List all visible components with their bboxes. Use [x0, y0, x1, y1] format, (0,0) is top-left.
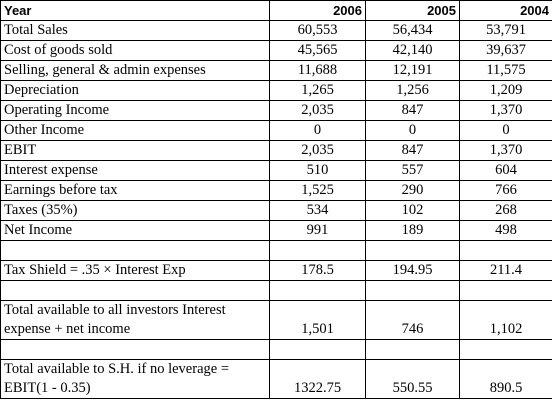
cell-2004: 11,575 — [459, 60, 552, 81]
table-row: Earnings before tax 1,525 290 766 — [0, 180, 552, 201]
row-label: EBIT — [0, 140, 270, 161]
empty-cell — [0, 280, 270, 301]
cell-2006: 510 — [269, 160, 366, 181]
header-row: Year 2006 2005 2004 — [0, 0, 552, 21]
table-row: Interest expense 510 557 604 — [0, 160, 552, 181]
cell-2006: 991 — [269, 220, 366, 241]
row-label: Taxes (35%) — [0, 200, 270, 221]
table-row: Selling, general & admin expenses 11,688… — [0, 60, 552, 81]
row-label: Tax Shield = .35 × Interest Exp — [0, 260, 270, 281]
spacer-row — [0, 280, 552, 301]
cell-2004: 268 — [459, 200, 552, 221]
empty-cell — [0, 240, 270, 261]
table-row: Net Income 991 189 498 — [0, 220, 552, 241]
cell-2006: 534 — [269, 200, 366, 221]
cell-2006: 60,553 — [269, 20, 366, 41]
cell-2004: 1,209 — [459, 80, 552, 101]
spacer-row — [0, 240, 552, 261]
cell-2004: 39,637 — [459, 40, 552, 61]
row-label: Selling, general & admin expenses — [0, 60, 270, 81]
row-label: Total available to all investors Interes… — [0, 300, 270, 340]
cell-2006: 1,525 — [269, 180, 366, 201]
cell-2006: 1,265 — [269, 80, 366, 101]
cell-2004: 498 — [459, 220, 552, 241]
table-row: Cost of goods sold 45,565 42,140 39,637 — [0, 40, 552, 61]
cell-2005: 189 — [365, 220, 460, 241]
cell-2005: 42,140 — [365, 40, 460, 61]
row-label: Total Sales — [0, 20, 270, 41]
cell-2004: 890.5 — [459, 359, 552, 399]
year-header: Year — [0, 0, 270, 21]
cell-2006: 178.5 — [269, 260, 366, 281]
cell-2004: 0 — [459, 120, 552, 141]
total-sh-row: Total available to S.H. if no leverage =… — [0, 359, 552, 399]
cell-2005: 0 — [365, 120, 460, 141]
table-row: EBIT 2,035 847 1,370 — [0, 140, 552, 161]
total-investors-row: Total available to all investors Interes… — [0, 300, 552, 340]
empty-cell — [269, 240, 366, 261]
cell-2005: 550.55 — [365, 359, 460, 399]
cell-2004: 766 — [459, 180, 552, 201]
table-row: Taxes (35%) 534 102 268 — [0, 200, 552, 221]
cell-2004: 211.4 — [459, 260, 552, 281]
cell-2006: 1322.75 — [269, 359, 366, 399]
empty-cell — [459, 240, 552, 261]
cell-2005: 557 — [365, 160, 460, 181]
empty-cell — [459, 280, 552, 301]
table-row: Operating Income 2,035 847 1,370 — [0, 100, 552, 121]
cell-2006: 11,688 — [269, 60, 366, 81]
empty-cell — [0, 339, 270, 360]
row-label: Earnings before tax — [0, 180, 270, 201]
table-row: Other Income 0 0 0 — [0, 120, 552, 141]
row-label: Total available to S.H. if no leverage =… — [0, 359, 270, 399]
row-label: Interest expense — [0, 160, 270, 181]
row-label: Depreciation — [0, 80, 270, 101]
row-label: Other Income — [0, 120, 270, 141]
empty-cell — [269, 339, 366, 360]
cell-2004: 53,791 — [459, 20, 552, 41]
row-label: Cost of goods sold — [0, 40, 270, 61]
cell-2006: 45,565 — [269, 40, 366, 61]
row-label: Net Income — [0, 220, 270, 241]
cell-2005: 194.95 — [365, 260, 460, 281]
cell-2006: 2,035 — [269, 140, 366, 161]
spacer-row — [0, 339, 552, 360]
cell-2005: 56,434 — [365, 20, 460, 41]
cell-2005: 1,256 — [365, 80, 460, 101]
cell-2004: 1,370 — [459, 140, 552, 161]
empty-cell — [365, 240, 460, 261]
empty-cell — [365, 339, 460, 360]
cell-2005: 290 — [365, 180, 460, 201]
cell-2006: 1,501 — [269, 300, 366, 340]
cell-2004: 1,370 — [459, 100, 552, 121]
year-2004-header: 2004 — [459, 0, 552, 21]
year-2005-header: 2005 — [365, 0, 460, 21]
cell-2005: 847 — [365, 100, 460, 121]
tax-shield-row: Tax Shield = .35 × Interest Exp 178.5 19… — [0, 260, 552, 281]
row-label: Operating Income — [0, 100, 270, 121]
cell-2005: 12,191 — [365, 60, 460, 81]
cell-2006: 2,035 — [269, 100, 366, 121]
year-2006-header: 2006 — [269, 0, 366, 21]
empty-cell — [365, 280, 460, 301]
cell-2005: 102 — [365, 200, 460, 221]
cell-2005: 847 — [365, 140, 460, 161]
cell-2004: 604 — [459, 160, 552, 181]
table-row: Total Sales 60,553 56,434 53,791 — [0, 20, 552, 41]
cell-2005: 746 — [365, 300, 460, 340]
cell-2004: 1,102 — [459, 300, 552, 340]
empty-cell — [459, 339, 552, 360]
cell-2006: 0 — [269, 120, 366, 141]
empty-cell — [269, 280, 366, 301]
table-row: Depreciation 1,265 1,256 1,209 — [0, 80, 552, 101]
